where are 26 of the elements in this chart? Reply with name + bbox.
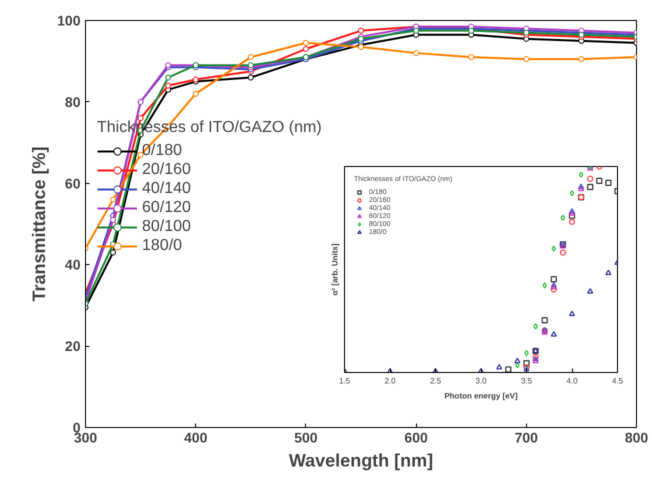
y-tick-label: 60 <box>64 175 81 192</box>
y-axis-title: α² [arb. Units] <box>330 243 340 296</box>
x-tick-label: 3.5 <box>520 376 533 386</box>
y-tick-label: 20 <box>64 338 81 354</box>
legend-label: 40/140 <box>142 180 191 198</box>
x-tick-label: 2.0 <box>384 376 396 386</box>
x-tick-label: 700 <box>514 430 538 446</box>
y-axis-title: Transmittance [%] <box>29 146 50 302</box>
y-tick-label: 40 <box>64 256 81 273</box>
y-tick-label: 80 <box>64 94 81 110</box>
x-tick-label: 600 <box>404 430 428 446</box>
legend-label: 180/0 <box>142 237 182 255</box>
x-tick-label: 2.5 <box>430 376 442 386</box>
legend-label: 20/160 <box>142 161 191 179</box>
x-tick-label: 400 <box>184 430 208 446</box>
x-tick-label: 500 <box>294 430 318 446</box>
x-tick-label: 800 <box>624 430 648 446</box>
x-tick-label: 3.0 <box>475 376 488 386</box>
x-axis-title: Photon energy [eV] <box>444 392 518 400</box>
y-tick-label: 100 <box>57 12 81 28</box>
x-tick-label: 4.0 <box>566 376 578 386</box>
x-tick-label: 1.5 <box>338 376 351 386</box>
x-tick-label: 4.5 <box>612 376 624 386</box>
legend-label: 60/120 <box>142 199 191 217</box>
legend-label: 80/100 <box>142 218 191 236</box>
x-axis-title: Wavelength [nm] <box>288 450 434 470</box>
